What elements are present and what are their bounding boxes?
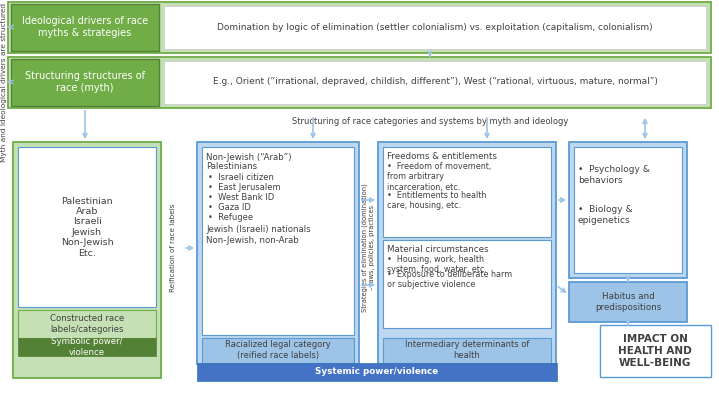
Text: Reification of race labels: Reification of race labels xyxy=(170,204,176,292)
Bar xyxy=(197,363,557,381)
Text: Palestinians: Palestinians xyxy=(206,162,257,171)
Text: Jewish (Israeli) nationals: Jewish (Israeli) nationals xyxy=(206,225,311,234)
Bar xyxy=(11,4,159,51)
Bar xyxy=(600,325,711,377)
Text: Systemic power/violence: Systemic power/violence xyxy=(316,367,439,377)
Text: Structuring of race categories and systems by myth and ideology: Structuring of race categories and syste… xyxy=(292,117,568,126)
Bar xyxy=(8,57,711,108)
Bar xyxy=(383,147,551,237)
Bar xyxy=(18,147,156,307)
Bar xyxy=(383,338,551,363)
Text: •  Psychology &
behaviors: • Psychology & behaviors xyxy=(578,165,650,185)
Bar xyxy=(378,142,556,364)
Text: •  East Jerusalem: • East Jerusalem xyxy=(208,183,280,192)
Bar xyxy=(569,282,687,322)
Text: E.g., Orient (“irrational, depraved, childish, different”), West (“rational, vir: E.g., Orient (“irrational, depraved, chi… xyxy=(213,77,657,87)
Bar xyxy=(197,142,359,364)
Text: Non-Jewish, non-Arab: Non-Jewish, non-Arab xyxy=(206,236,299,245)
Bar xyxy=(569,142,687,278)
Text: Palestinian
Arab
Israeli
Jewish
Non-Jewish
Etc.: Palestinian Arab Israeli Jewish Non-Jewi… xyxy=(60,196,114,257)
Text: Strategies of elimination (domination)
– laws, policies, practices: Strategies of elimination (domination) –… xyxy=(361,184,375,312)
Text: •  West Bank ID: • West Bank ID xyxy=(208,193,274,202)
Bar xyxy=(164,6,706,49)
Text: Domination by logic of elimination (settler colonialism) vs. exploitation (capit: Domination by logic of elimination (sett… xyxy=(217,22,653,32)
Bar xyxy=(383,240,551,328)
Bar xyxy=(8,2,711,53)
Text: Ideological drivers of race
myths & strategies: Ideological drivers of race myths & stra… xyxy=(22,16,148,38)
Text: Structuring structures of
race (myth): Structuring structures of race (myth) xyxy=(25,71,145,93)
Text: Racialized legal category
(reified race labels): Racialized legal category (reified race … xyxy=(225,340,331,360)
Text: •  Biology &
epigenetics: • Biology & epigenetics xyxy=(578,205,633,225)
Bar xyxy=(164,61,706,104)
Bar xyxy=(18,338,156,356)
Text: Freedoms & entitlements: Freedoms & entitlements xyxy=(387,152,497,161)
Text: •  Housing, work, health
system, food, water, etc.: • Housing, work, health system, food, wa… xyxy=(387,255,487,274)
Text: •  Gaza ID: • Gaza ID xyxy=(208,203,251,212)
Text: Intermediary determinants of
health: Intermediary determinants of health xyxy=(405,340,529,360)
Bar xyxy=(202,338,354,363)
Text: Constructed race
labels/categories: Constructed race labels/categories xyxy=(50,314,124,334)
Bar xyxy=(574,147,682,273)
Text: Habitus and
predispositions: Habitus and predispositions xyxy=(595,292,661,312)
Text: IMPACT ON
HEALTH AND
WELL-BEING: IMPACT ON HEALTH AND WELL-BEING xyxy=(618,334,692,368)
Text: •  Freedom of movement,
from arbitrary
incarceration, etc.: • Freedom of movement, from arbitrary in… xyxy=(387,162,491,192)
Text: •  Israeli citizen: • Israeli citizen xyxy=(208,173,274,182)
Bar xyxy=(202,147,354,335)
Bar xyxy=(18,310,156,338)
Bar xyxy=(11,59,159,106)
Text: Symbolic power/
violence: Symbolic power/ violence xyxy=(51,337,123,357)
Text: Non-Jewish (“Arab”): Non-Jewish (“Arab”) xyxy=(206,153,291,162)
Text: •  Entitlements to health
care, housing, etc.: • Entitlements to health care, housing, … xyxy=(387,191,486,211)
Text: Myth and ideological drivers are structured: Myth and ideological drivers are structu… xyxy=(1,2,7,162)
Bar xyxy=(13,142,161,378)
Text: •  Exposure to deliberate harm
or subjective violence: • Exposure to deliberate harm or subject… xyxy=(387,270,512,290)
Text: Material circumstances: Material circumstances xyxy=(387,245,489,254)
Text: •  Refugee: • Refugee xyxy=(208,213,253,222)
